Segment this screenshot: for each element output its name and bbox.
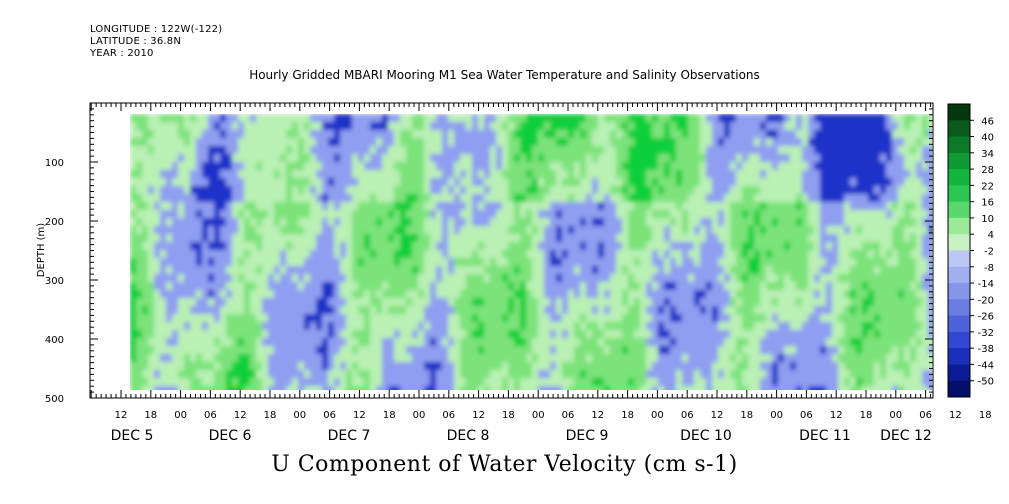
x-tick-label: 12 [472,410,485,421]
x-day-label: DEC 12 [880,428,932,444]
x-day-label: DEC 8 [447,428,490,444]
colorbar-label: 10 [981,214,994,225]
x-tick-label: 12 [711,410,724,421]
x-day-label: DEC 6 [209,428,252,444]
colorbar-swatch [948,136,970,154]
x-tick-label: 18 [740,410,753,421]
x-tick-label: 18 [860,410,873,421]
colorbar-label: 28 [981,165,994,176]
x-tick-label: 06 [800,410,813,421]
colorbar-swatch [948,152,970,170]
year-label: YEAR : 2010 [90,48,154,59]
y-tick-label: 200 [45,217,64,228]
x-tick-label: 06 [681,410,694,421]
x-tick-label: 12 [591,410,604,421]
latitude-label: LATITUDE : 36.8N [90,36,182,47]
colorbar-swatch [948,104,970,121]
y-axis-label: DEPTH (m) [36,223,47,277]
colorbar-label: -38 [978,344,994,355]
colorbar-swatch [948,299,970,317]
x-tick-label: 18 [383,410,396,421]
x-axis-label: U Component of Water Velocity (cm s-1) [271,452,738,477]
colorbar-label: 16 [981,198,994,209]
colorbar-swatch [948,348,970,365]
colorbar-label: 22 [981,181,994,192]
colorbar-label: 40 [981,133,994,144]
x-tick-label: 12 [115,410,128,421]
colorbar-swatch [948,266,970,284]
x-tick-label: 18 [621,410,634,421]
colorbar-swatch [948,185,970,203]
x-tick-label: 00 [413,410,426,421]
colorbar-label: 46 [981,116,994,127]
colorbar-swatch [948,364,970,382]
colorbar-swatch [948,169,970,186]
x-tick-label: 00 [651,410,664,421]
longitude-label: LONGITUDE : 122W(-122) [90,24,223,35]
colorbar-label: -20 [978,295,994,306]
colorbar-swatch [948,234,970,251]
heatmap-field [130,114,932,390]
colorbar-label: -8 [984,263,994,274]
y-tick-label: 400 [45,335,64,346]
x-day-label: DEC 7 [328,428,371,444]
x-tick-label: 00 [174,410,187,421]
x-day-label: DEC 9 [566,428,609,444]
colorbar-swatch [948,120,970,138]
x-tick-label: 00 [770,410,783,421]
x-day-label: DEC 11 [799,428,851,444]
colorbar-swatch [948,201,970,219]
colorbar-label: -26 [978,312,994,323]
x-tick-label: 06 [442,410,455,421]
y-axis: 100 200 300 400 500 [45,108,933,405]
colorbar-label: -44 [978,360,994,371]
colorbar-label: -50 [978,377,994,388]
colorbar-swatch [948,283,970,300]
x-axis: 12 18 00 06 12 18 00 06 12 18 00 06 12 18 00 06 12 18 00 06… [90,103,1009,444]
colorbar: 46 40 34 28 22 16 10 4 -2 -8 -14 -20 -26 -32 -38 -44 -50 [947,103,994,398]
x-tick-label: 18 [144,410,157,421]
x-tick-label: 12 [830,410,843,421]
x-tick-label: 12 [949,410,962,421]
colorbar-swatch [948,331,970,349]
colorbar-label: 4 [988,230,994,241]
colorbar-label: -2 [984,247,994,258]
colorbar-label: -14 [978,279,994,290]
x-tick-label: 12 [234,410,247,421]
x-tick-label: 06 [919,410,932,421]
x-tick-label: 00 [532,410,545,421]
x-tick-label: 06 [323,410,336,421]
x-day-label: DEC 5 [111,428,154,444]
colorbar-swatch [948,315,970,333]
x-day-label: DEC 10 [680,428,732,444]
y-tick-label: 300 [45,276,64,287]
colorbar-swatch [948,250,970,268]
x-tick-label: 00 [889,410,902,421]
x-tick-label: 06 [562,410,575,421]
x-tick-label: 06 [204,410,217,421]
chart-title: Hourly Gridded MBARI Mooring M1 Sea Wate… [249,68,760,82]
x-tick-label: 00 [293,410,306,421]
x-tick-label: 12 [353,410,366,421]
x-tick-label: 18 [502,410,515,421]
y-tick-label: 500 [45,394,64,405]
colorbar-swatch [948,380,970,398]
x-tick-label: 18 [264,410,277,421]
x-tick-label: 18 [979,410,992,421]
colorbar-label: 34 [981,149,994,160]
colorbar-swatch [948,217,970,235]
y-tick-label: 100 [45,158,64,169]
colorbar-label: -32 [978,328,994,339]
